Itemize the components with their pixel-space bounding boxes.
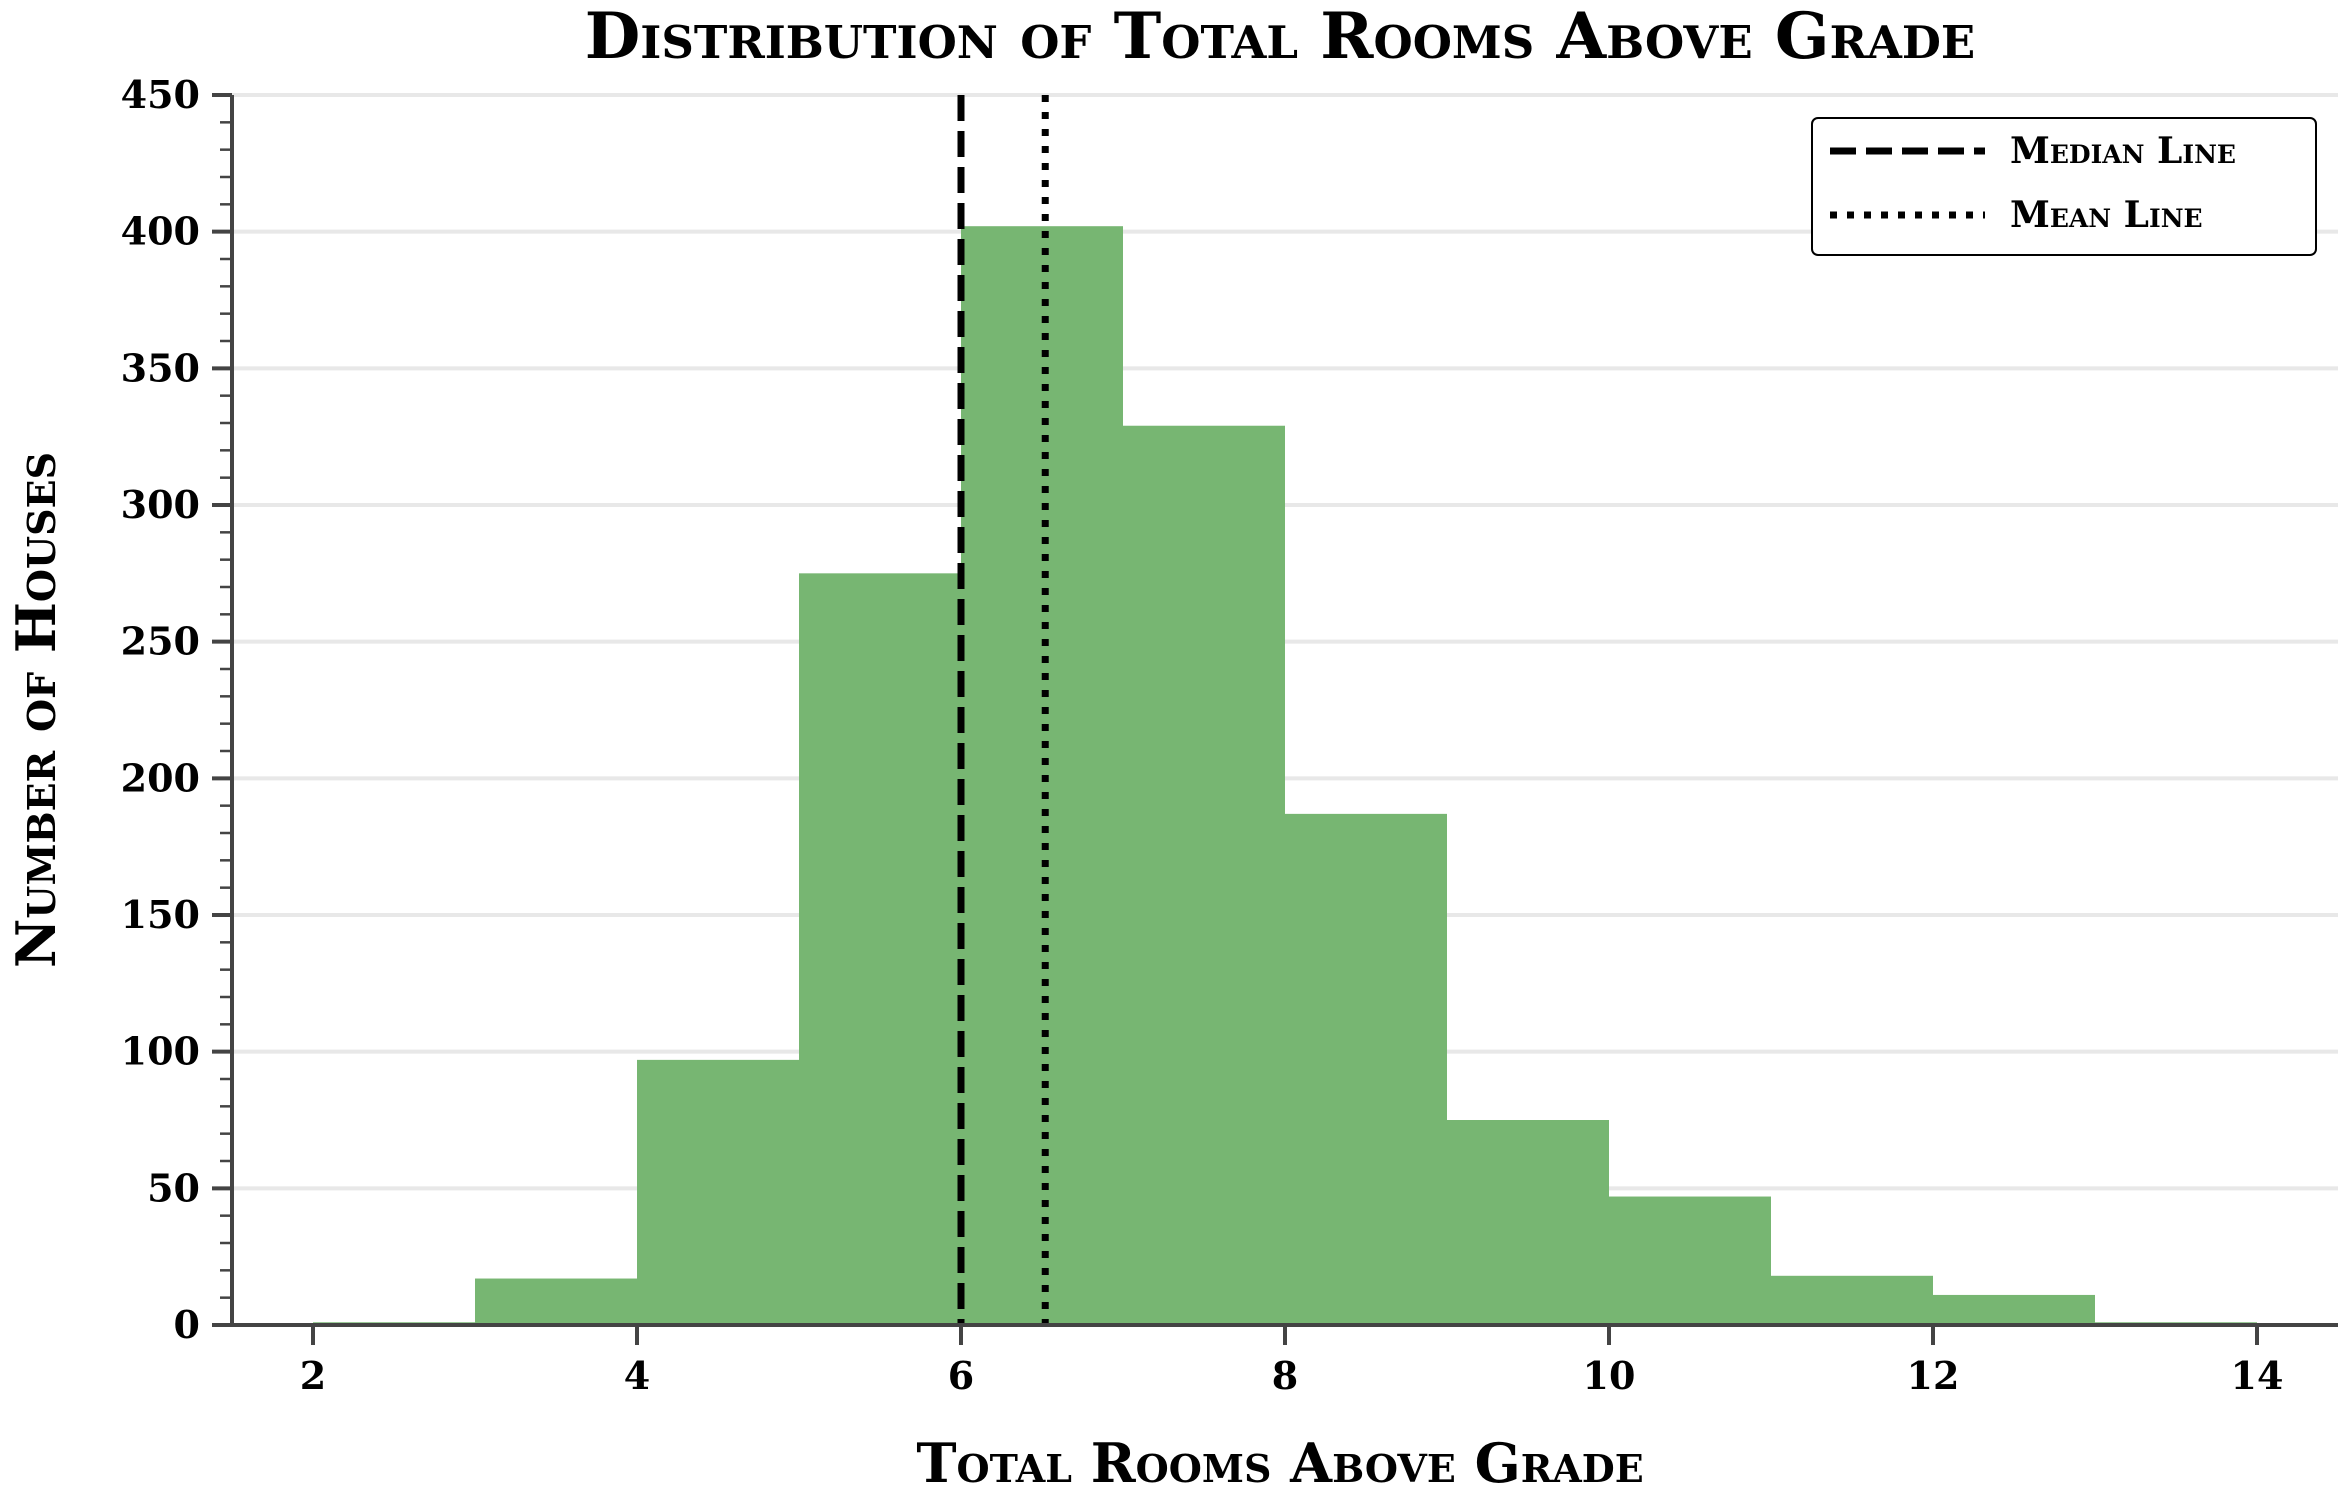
histogram-bar [799,573,961,1325]
x-tick-label: 6 [948,1353,974,1398]
x-tick-label: 8 [1272,1353,1298,1398]
histogram-bar [1123,425,1285,1325]
chart-title: Distribution of Total Rooms Above Grade [585,0,1975,74]
histogram-bar [475,1278,637,1325]
y-tick-label: 400 [121,209,200,254]
axes [212,93,2338,1345]
y-axis-label: Number of Houses [4,452,68,968]
histogram-bar [637,1059,799,1325]
x-tick-label: 10 [1583,1353,1636,1398]
x-tick-label: 12 [1907,1353,1960,1398]
histogram-bar [1609,1196,1771,1325]
histogram-bar [1285,813,1447,1325]
y-tick-label: 350 [121,345,200,390]
histogram-bars [313,226,2257,1326]
histogram-bar [1933,1294,2095,1325]
x-tick-label: 4 [624,1353,650,1398]
y-tick-label: 0 [174,1302,200,1347]
y-tick-label: 450 [121,72,200,117]
y-tick-label: 200 [121,755,200,800]
y-tick-label: 250 [121,619,200,664]
histogram-bar [1447,1120,1609,1325]
legend: Median Line Mean Line [1811,117,2317,256]
reference-lines [957,95,1049,1325]
y-tick-label: 50 [147,1165,200,1210]
y-tick-label: 300 [121,482,200,527]
y-tick-label: 100 [121,1029,200,1074]
y-tick-label: 150 [121,892,200,937]
x-axis-label: Total Rooms Above Grade [916,1431,1643,1495]
legend-median-label: Median Line [2010,130,2236,172]
legend-mean-label: Mean Line [2010,194,2203,236]
histogram-bar [1771,1275,1933,1325]
x-tick-label: 14 [2231,1353,2284,1398]
tick-labels: 0 50 100 150 200 250 300 350 400 450 2 4 6 8 10 12 14 [121,72,2284,1398]
x-tick-label: 2 [300,1353,326,1398]
